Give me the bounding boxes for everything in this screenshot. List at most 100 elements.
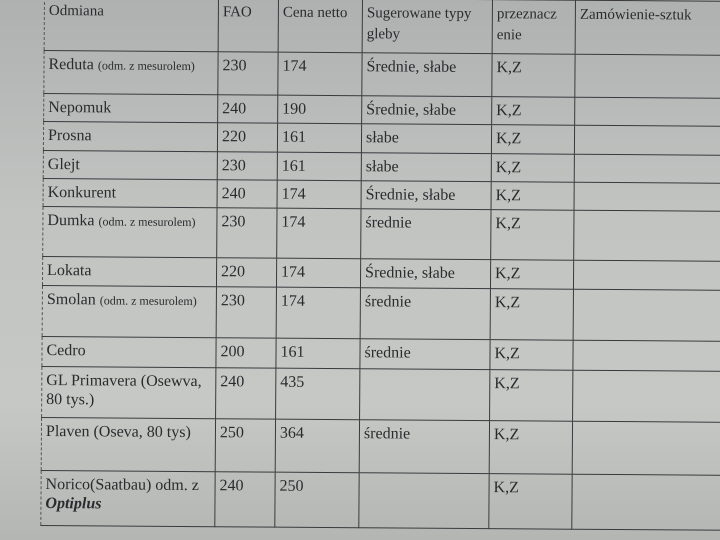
cell-gleba: średnie <box>359 338 491 370</box>
header-cena: Cena netto <box>278 0 363 53</box>
cell-gleba: Średnie, słabe <box>361 52 493 97</box>
cell-przeznaczenie: K,Z <box>491 153 575 183</box>
cell-fao-text: 250 <box>219 424 245 442</box>
cell-odmiana-text: Lokata <box>47 262 92 280</box>
cell-odmiana: Glejt <box>43 150 218 180</box>
cell-fao: 220 <box>216 257 277 288</box>
cell-przeznaczenie-text: K,Z <box>495 130 522 148</box>
variety-note: (odm. z mesurolem) <box>97 58 195 74</box>
cell-fao: 250 <box>215 418 276 473</box>
cell-odmiana-text: Norico(Saatbau) odm. z <box>45 476 199 495</box>
variety-order-table: Odmiana FAO Cena netto Sugerowane typy g… <box>40 0 720 531</box>
variety-note: (odm. z mesurolem) <box>98 214 196 230</box>
table-row: Dumka (odm. z mesurolem) 230 174 średnie K,Z <box>42 206 720 262</box>
table-row: Smolan (odm. z mesurolem) 230 174 średnie K,… <box>42 285 720 342</box>
cell-gleba: średnie <box>360 287 491 340</box>
cell-fao-text: 240 <box>221 185 246 203</box>
cell-zamowienie[interactable] <box>572 421 720 476</box>
cell-przeznaczenie-text: K,Z <box>495 187 522 205</box>
cell-zamowienie[interactable] <box>573 289 720 342</box>
cell-fao: 240 <box>214 471 276 528</box>
cell-zamowienie[interactable] <box>573 260 720 291</box>
cell-odmiana: Plaven (Oseva, 80 tys) <box>41 417 216 472</box>
cell-fao: 230 <box>216 207 278 259</box>
cell-zamowienie[interactable] <box>574 154 720 184</box>
cell-fao-text: 200 <box>220 343 245 361</box>
table-row: Reduta (odm. z mesurolem) 230 174 Średnie, … <box>43 50 720 99</box>
cell-gleba-text: słabe <box>365 129 399 147</box>
table-row: GL Primavera (Osewva, 80 tys.) 240 435 K,Z <box>41 366 720 423</box>
cell-fao: 220 <box>217 122 278 153</box>
cell-odmiana: GL Primavera (Osewva, 80 tys.) <box>41 366 216 419</box>
table-row: Cedro 200 161 średnie K,Z <box>41 336 720 372</box>
cell-gleba: słabe <box>361 152 492 182</box>
cell-fao-text: 230 <box>221 213 246 231</box>
cell-gleba: Średnie, słabe <box>361 180 492 210</box>
cell-gleba <box>358 472 490 529</box>
cell-odmiana-text: GL Primavera (Osewva, 80 tys.) <box>46 372 202 409</box>
header-przeznaczenie: przeznacz enie <box>492 0 576 55</box>
header-row: Odmiana FAO Cena netto Sugerowane typy g… <box>44 0 720 56</box>
cell-fao: 230 <box>217 51 279 96</box>
cell-przeznaczenie-text: K,Z <box>494 345 520 363</box>
cell-odmiana-text: Reduta <box>48 56 94 74</box>
cell-cena: 364 <box>275 419 360 473</box>
cell-fao-text: 240 <box>222 100 247 118</box>
cell-odmiana: Lokata <box>42 256 217 287</box>
cell-odmiana-text: Konkurent <box>47 184 117 202</box>
cell-zamowienie[interactable] <box>572 340 720 372</box>
cell-cena: 161 <box>277 123 362 153</box>
cell-zamowienie[interactable] <box>574 182 720 212</box>
cell-cena: 174 <box>277 180 362 209</box>
cell-zamowienie[interactable] <box>574 54 720 99</box>
cell-cena: 190 <box>277 95 362 124</box>
cell-przeznaczenie: K,Z <box>491 53 576 98</box>
cell-odmiana: Dumka (odm. z mesurolem) <box>42 206 218 258</box>
cell-przeznaczenie-text: K,Z <box>493 426 520 444</box>
cell-cena-text: 364 <box>279 424 305 442</box>
cell-odmiana: Konkurent <box>43 178 218 208</box>
cell-przeznaczenie-text: K,Z <box>496 59 522 77</box>
cell-przeznaczenie: K,Z <box>491 96 575 126</box>
cell-przeznaczenie-text: K,Z <box>495 215 521 233</box>
cell-zamowienie[interactable] <box>573 210 720 262</box>
cell-przeznaczenie-text: K,Z <box>494 294 521 312</box>
cell-gleba-text: Średnie, słabe <box>365 186 456 204</box>
cell-fao-text: 220 <box>221 263 246 281</box>
cell-odmiana: Smolan (odm. z mesurolem) <box>42 285 217 338</box>
cell-fao: 240 <box>217 94 278 124</box>
cell-gleba: Średnie, słabe <box>360 258 491 289</box>
cell-odmiana-text: Dumka <box>47 212 95 230</box>
cell-cena-text: 161 <box>280 343 305 361</box>
header-fao: FAO <box>218 0 279 53</box>
cell-cena: 174 <box>276 287 361 339</box>
cell-cena-text: 174 <box>280 292 305 310</box>
cell-przeznaczenie: K,Z <box>490 259 574 290</box>
table-row: Plaven (Oseva, 80 tys) 250 364 średnie K,Z <box>41 417 720 476</box>
cell-cena-text: 174 <box>281 213 306 231</box>
cell-cena-text: 174 <box>281 263 306 281</box>
cell-zamowienie[interactable] <box>574 125 720 156</box>
cell-przeznaczenie: K,Z <box>489 339 574 371</box>
cell-przeznaczenie-text: K,Z <box>496 102 522 120</box>
cell-przeznaczenie-text: K,Z <box>495 265 521 283</box>
cell-cena-text: 161 <box>281 157 306 175</box>
cell-fao-text: 230 <box>220 292 245 310</box>
cell-gleba-text: Średnie, słabe <box>366 101 457 119</box>
cell-zamowienie[interactable] <box>571 474 720 531</box>
cell-gleba: średnie <box>359 419 490 474</box>
cell-cena: 161 <box>277 152 362 181</box>
cell-przeznaczenie: K,Z <box>491 124 575 155</box>
header-odmiana: Odmiana <box>44 0 219 52</box>
cell-gleba-text: Średnie, słabe <box>366 58 457 76</box>
cell-cena-text: 190 <box>282 100 307 118</box>
cell-przeznaczenie: K,Z <box>490 209 575 261</box>
cell-zamowienie[interactable] <box>572 370 720 423</box>
cell-cena: 174 <box>276 258 361 288</box>
cell-przeznaczenie: K,Z <box>490 288 574 341</box>
cell-zamowienie[interactable] <box>574 97 720 127</box>
cell-gleba-text: średnie <box>363 425 411 443</box>
cell-przeznaczenie: K,Z <box>489 420 573 475</box>
cell-cena: 435 <box>275 368 360 420</box>
variety-note: (odm. z mesurolem) <box>99 293 197 309</box>
